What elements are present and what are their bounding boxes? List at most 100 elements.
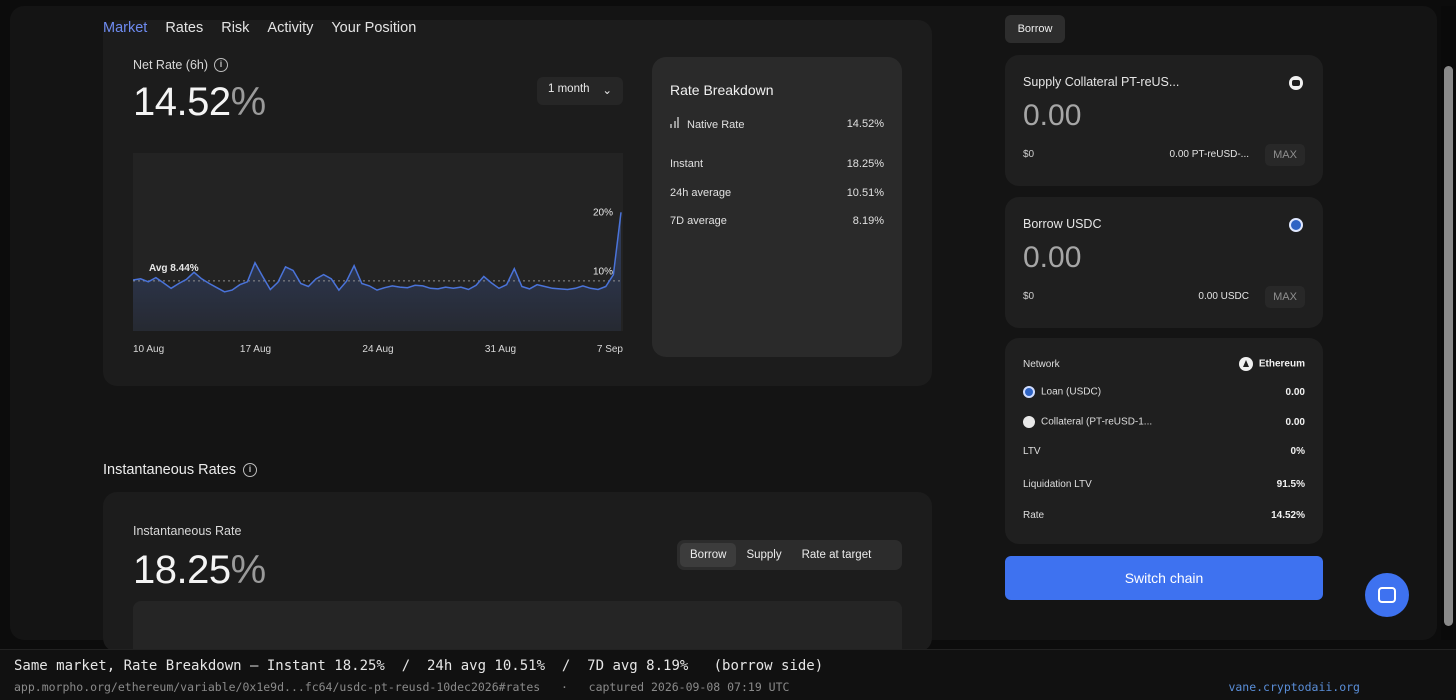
rate-breakdown-title: Rate Breakdown (670, 82, 774, 98)
market-tabs: Market Rates Risk Activity Your Position (103, 20, 416, 36)
chevron-down-icon: ⌄ (602, 85, 612, 97)
ltv-label: LTV (1023, 446, 1041, 457)
rate-side-toggle: Borrow Supply Rate at target (677, 540, 902, 570)
x-tick-label: 17 Aug (239, 344, 272, 355)
caption-site-link[interactable]: vane.cryptodaii.org (1228, 680, 1360, 694)
bar-chart-icon (670, 117, 679, 128)
collateral-label: Collateral (PT-reUSD-1... (1041, 416, 1153, 428)
toggle-supply[interactable]: Supply (746, 549, 782, 561)
tab-activity[interactable]: Activity (267, 20, 314, 36)
info-icon[interactable]: i (243, 463, 258, 477)
caption-bar: Same market, Rate Breakdown — Instant 18… (0, 649, 1456, 700)
summary-row-rate: Rate 14.52% (1023, 510, 1305, 521)
breakdown-value: 18.25% (846, 158, 884, 170)
supply-amount-input[interactable]: 0.00 (1023, 99, 1082, 132)
network-value-group: Ethereum (1238, 357, 1305, 371)
summary-row-collateral: Collateral (PT-reUSD-1... 0.00 (1023, 416, 1305, 428)
rate-value: 14.52% (1271, 510, 1305, 521)
toggle-rate-at-target[interactable]: Rate at target (801, 549, 872, 561)
series-line[interactable] (133, 212, 622, 293)
breakdown-value: 8.19% (852, 215, 884, 227)
breakdown-value: 10.51% (846, 187, 884, 199)
net-rate-label-text: Net Rate (6h) (133, 58, 209, 72)
usdc-icon (1289, 218, 1303, 232)
breakdown-row-instant: Instant 18.25% (670, 158, 884, 170)
summary-row-ltv: LTV 0% (1023, 446, 1305, 457)
instantaneous-rate-value: 18.25% (133, 548, 266, 593)
caption-text: Same market, Rate Breakdown — Instant 18… (14, 658, 824, 674)
tab-risk[interactable]: Risk (221, 20, 250, 36)
collateral-value: 0.00 (1285, 416, 1305, 428)
breakdown-label: 24h average (670, 187, 732, 199)
breakdown-row-24h: 24h average 10.51% (670, 187, 884, 199)
collateral-label-group: Collateral (PT-reUSD-1... (1023, 416, 1152, 428)
y-tick-label: 10% (593, 267, 613, 278)
average-annotation: Avg 8.44% (149, 263, 199, 274)
supply-max-button[interactable]: MAX (1265, 144, 1305, 166)
rate-label: Rate (1023, 510, 1045, 521)
borrow-usd-value: $0 (1023, 291, 1035, 302)
borrow-usdc-card: Borrow USDC 0.00 $0 0.00 USDC MAX (1005, 197, 1323, 328)
tab-rates[interactable]: Rates (165, 20, 204, 36)
chart-area-fill (133, 212, 621, 331)
chat-icon (1378, 587, 1396, 603)
instantaneous-rate-label: Instantaneous Rate (133, 524, 242, 538)
period-dropdown[interactable]: 1 month ⌄ (537, 77, 623, 105)
borrow-amount-input[interactable]: 0.00 (1023, 241, 1082, 274)
supply-balance: 0.00 PT-reUSD-... (1169, 149, 1249, 160)
instantaneous-section-title: Instantaneous Rates i (103, 462, 258, 478)
supply-collateral-title: Supply Collateral PT-reUS... (1023, 75, 1180, 89)
pt-token-icon (1023, 416, 1035, 428)
y-tick-label: 20% (593, 207, 613, 218)
network-label: Network (1023, 358, 1060, 370)
rate-breakdown-card: Rate Breakdown Native Rate 14.52% Instan… (652, 57, 902, 357)
breakdown-label: 7D average (670, 215, 727, 227)
loan-value: 0.00 (1285, 386, 1305, 398)
x-tick-label: 31 Aug (484, 344, 517, 355)
summary-row-liquidation-ltv: Liquidation LTV 91.5% (1023, 479, 1305, 490)
net-rate-number: 14.52 (133, 80, 231, 124)
toggle-borrow[interactable]: Borrow (680, 543, 737, 567)
borrow-balance: 0.00 USDC (1198, 291, 1249, 302)
borrow-usdc-title: Borrow USDC (1023, 217, 1102, 231)
loan-label-group: Loan (USDC) (1023, 386, 1101, 398)
supply-usd-value: $0 (1023, 149, 1035, 160)
ltv-value: 0% (1290, 446, 1305, 457)
net-rate-value: 14.52% (133, 80, 266, 125)
breakdown-label: Instant (670, 158, 704, 170)
usdc-icon (1023, 386, 1035, 398)
x-tick-label: 10 Aug (133, 344, 165, 355)
x-tick-label: 7 Sep (596, 344, 623, 355)
tab-market[interactable]: Market (103, 20, 148, 36)
breakdown-row-7d: 7D average 8.19% (670, 215, 884, 227)
net-rate-unit: % (230, 80, 267, 124)
network-value: Ethereum (1258, 358, 1305, 370)
native-rate-row: Native Rate 14.52% (670, 117, 884, 131)
chat-support-button[interactable] (1365, 573, 1409, 617)
supply-collateral-card: Supply Collateral PT-reUS... 0.00 $0 0.0… (1005, 55, 1323, 186)
instantaneous-rate-unit: % (230, 548, 267, 592)
borrow-max-button[interactable]: MAX (1265, 286, 1305, 308)
pt-token-icon (1289, 76, 1303, 90)
loan-label: Loan (USDC) (1041, 386, 1102, 398)
tab-your-position[interactable]: Your Position (331, 20, 417, 36)
position-summary-card: Network Ethereum Loan (USDC) 0.00 Collat… (1005, 338, 1323, 544)
period-value: 1 month (548, 83, 590, 95)
ethereum-icon (1238, 357, 1253, 371)
borrow-tab[interactable]: Borrow (1005, 15, 1065, 43)
liquidation-ltv-value: 91.5% (1276, 479, 1305, 490)
instantaneous-rate-number: 18.25 (133, 548, 231, 592)
native-rate-label-group: Native Rate (670, 117, 744, 131)
native-rate-value: 14.52% (846, 118, 884, 130)
summary-row-network: Network Ethereum (1023, 357, 1305, 371)
info-icon[interactable]: i (214, 58, 229, 72)
instantaneous-title-text: Instantaneous Rates (103, 462, 237, 478)
scrollbar-thumb[interactable] (1444, 66, 1453, 626)
liquidation-ltv-label: Liquidation LTV (1023, 479, 1092, 490)
scrollbar[interactable] (1441, 6, 1456, 640)
summary-row-loan: Loan (USDC) 0.00 (1023, 386, 1305, 398)
net-rate-chart: Avg 8.44% 20% 10% (133, 153, 623, 331)
switch-chain-button[interactable]: Switch chain (1005, 556, 1323, 600)
native-rate-label: Native Rate (687, 119, 745, 131)
x-tick-label: 24 Aug (362, 344, 394, 355)
